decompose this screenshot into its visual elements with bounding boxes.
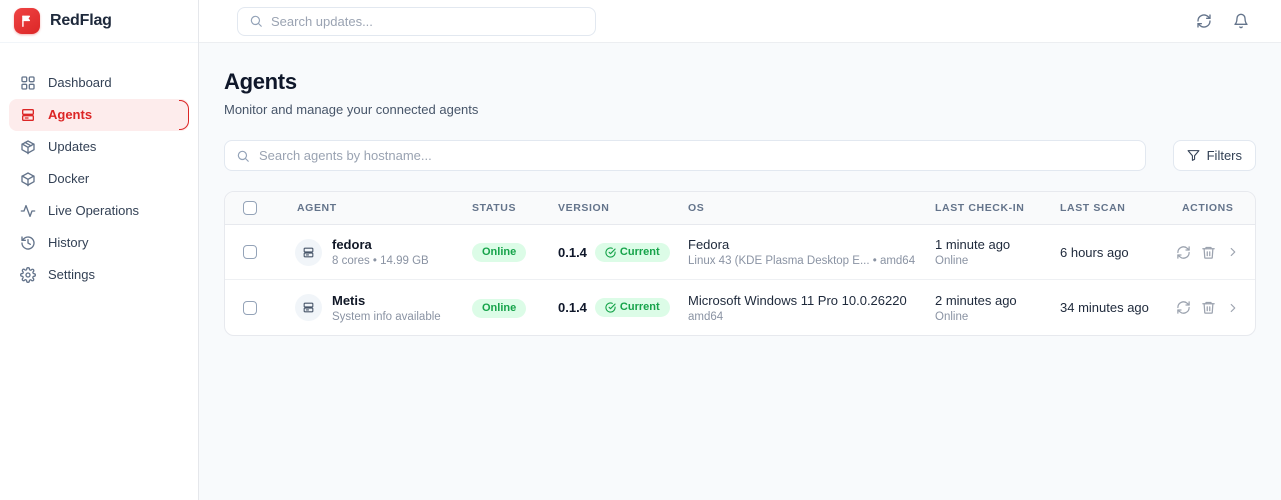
sidebar-item-docker[interactable]: Docker	[9, 163, 189, 195]
filters-label: Filters	[1206, 148, 1242, 163]
global-search-input[interactable]	[271, 13, 584, 29]
table-row[interactable]: Metis System info available Online 0.1.4…	[225, 280, 1255, 335]
sidebar-item-live-operations[interactable]: Live Operations	[9, 195, 189, 227]
agents-table: AGENT STATUS VERSION OS LAST CHECK-IN LA…	[224, 191, 1256, 336]
box-icon	[20, 171, 36, 187]
sidebar: RedFlag Dashboard Agents	[0, 0, 199, 500]
trash-icon[interactable]	[1199, 243, 1218, 262]
chevron-right-icon[interactable]	[1224, 243, 1242, 261]
flag-icon	[20, 14, 34, 28]
version-number: 0.1.4	[558, 300, 587, 315]
main-content: Agents Monitor and manage your connected…	[199, 43, 1281, 500]
sidebar-item-dashboard[interactable]: Dashboard	[9, 67, 189, 99]
chevron-right-icon[interactable]	[1224, 299, 1242, 317]
column-header-last-scan: LAST SCAN	[1060, 202, 1126, 214]
table-row[interactable]: fedora 8 cores • 14.99 GB Online 0.1.4 C…	[225, 225, 1255, 280]
page-subtitle: Monitor and manage your connected agents	[224, 102, 479, 117]
agent-name: fedora	[332, 237, 372, 252]
topbar	[199, 0, 1281, 43]
column-header-actions: ACTIONS	[1182, 202, 1234, 214]
sidebar-item-agents[interactable]: Agents	[9, 99, 189, 131]
sidebar-item-label: Docker	[48, 171, 90, 186]
last-checkin: 2 minutes ago	[935, 292, 1017, 308]
rescan-icon[interactable]	[1174, 243, 1193, 262]
sidebar-nav: Dashboard Agents Updates	[0, 43, 198, 291]
funnel-icon	[1187, 149, 1200, 162]
sidebar-item-label: History	[48, 235, 89, 250]
column-header-last-check-in: LAST CHECK-IN	[935, 202, 1025, 214]
check-circle-icon	[605, 302, 616, 313]
page-title: Agents	[224, 69, 297, 94]
row-checkbox[interactable]	[243, 300, 257, 315]
os-name: Fedora	[688, 237, 730, 252]
agents-toolbar: Filters	[224, 140, 1256, 171]
sidebar-item-label: Updates	[48, 139, 97, 154]
agent-meta: 8 cores • 14.99 GB	[332, 255, 429, 267]
os-name: Microsoft Windows 11 Pro 10.0.26220	[688, 292, 907, 308]
sidebar-item-label: Dashboard	[48, 75, 112, 90]
status-badge: Online	[472, 243, 527, 262]
global-search	[237, 6, 596, 36]
os-meta: amd64	[688, 310, 724, 323]
last-scan: 34 minutes ago	[1060, 300, 1149, 315]
last-scan: 6 hours ago	[1060, 244, 1129, 260]
server-icon	[302, 246, 315, 259]
table-header: AGENT STATUS VERSION OS LAST CHECK-IN LA…	[225, 192, 1255, 225]
checkin-meta: Online	[935, 255, 969, 267]
history-icon	[20, 235, 36, 251]
last-checkin: 1 minute ago	[935, 237, 1011, 252]
sidebar-item-label: Live Operations	[48, 203, 140, 218]
server-icon	[20, 107, 36, 123]
version-number: 0.1.4	[558, 244, 587, 260]
column-header-status: STATUS	[472, 202, 517, 214]
version-badge: Current	[594, 298, 670, 317]
bell-icon[interactable]	[1231, 11, 1251, 31]
rescan-icon[interactable]	[1174, 298, 1193, 317]
version-badge: Current	[594, 242, 670, 262]
refresh-icon[interactable]	[1194, 11, 1214, 31]
os-meta: Linux 43 (KDE Plasma Desktop E... • amd6…	[688, 255, 916, 267]
select-all-checkbox[interactable]	[243, 201, 257, 215]
agent-search-input[interactable]	[259, 148, 1134, 163]
trash-icon[interactable]	[1199, 298, 1218, 317]
status-badge: Online	[472, 298, 527, 318]
sidebar-item-label: Settings	[48, 267, 95, 282]
app-logo	[14, 8, 40, 34]
filters-button[interactable]: Filters	[1172, 140, 1256, 171]
sidebar-item-label: Agents	[48, 107, 93, 122]
agent-name: Metis	[332, 292, 366, 308]
server-icon	[302, 301, 315, 314]
brand: RedFlag	[0, 0, 198, 43]
checkin-meta: Online	[935, 310, 969, 323]
row-checkbox[interactable]	[243, 245, 257, 259]
sidebar-item-settings[interactable]: Settings	[9, 259, 189, 291]
topbar-actions	[1194, 11, 1251, 31]
search-icon	[249, 14, 263, 28]
agent-avatar	[295, 294, 322, 321]
sidebar-item-updates[interactable]: Updates	[9, 131, 189, 163]
grid-icon	[20, 75, 36, 91]
column-header-version: VERSION	[558, 202, 610, 214]
sidebar-item-history[interactable]: History	[9, 227, 189, 259]
activity-icon	[20, 203, 36, 219]
column-header-agent: AGENT	[297, 202, 337, 214]
agent-avatar	[295, 238, 322, 266]
gear-icon	[20, 267, 36, 283]
search-icon	[236, 149, 250, 163]
check-circle-icon	[605, 246, 616, 258]
package-icon	[20, 139, 36, 155]
agent-meta: System info available	[332, 310, 441, 323]
column-header-os: OS	[688, 202, 705, 214]
agent-search	[224, 140, 1146, 171]
brand-name: RedFlag	[50, 12, 112, 29]
